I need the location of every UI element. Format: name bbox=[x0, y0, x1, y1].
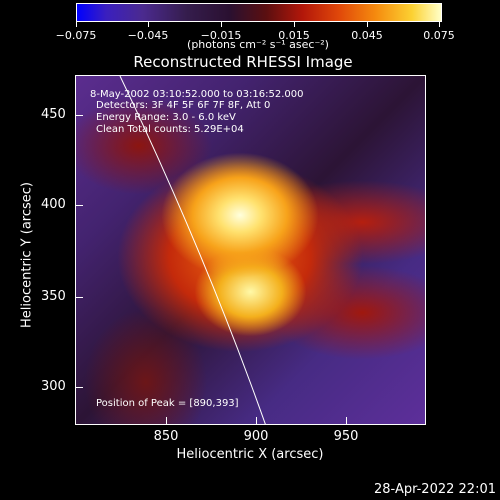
colorbar-label: 0.045 bbox=[351, 29, 383, 42]
y-tick-label: 400 bbox=[41, 197, 66, 212]
colorbar-tick bbox=[221, 21, 222, 27]
colorbar-label: −0.045 bbox=[127, 29, 169, 42]
colorbar-label: 0.015 bbox=[278, 29, 310, 42]
y-tick bbox=[75, 297, 83, 298]
y-tick-label: 450 bbox=[41, 107, 66, 122]
timestamp: 28-Apr-2022 22:01 bbox=[374, 482, 496, 497]
y-tick-label: 350 bbox=[41, 289, 66, 304]
colorbar-label: −0.075 bbox=[55, 29, 97, 42]
colorbar-label: 0.075 bbox=[423, 29, 455, 42]
x-tick-label: 900 bbox=[243, 429, 269, 444]
rhessi-image: 8-May-2002 03:10:52.000 to 03:16:52.000 … bbox=[75, 75, 426, 425]
info-time-range: 8-May-2002 03:10:52.000 to 03:16:52.000 bbox=[90, 89, 304, 100]
colorbar-tick bbox=[294, 21, 295, 27]
colorbar-label: −0.015 bbox=[200, 29, 242, 42]
x-tick bbox=[256, 417, 257, 425]
colorbar-tick bbox=[439, 21, 440, 27]
y-axis-title: Heliocentric Y (arcsec) bbox=[19, 182, 35, 328]
image-title: Reconstructed RHESSI Image bbox=[133, 53, 353, 71]
y-tick bbox=[75, 387, 83, 388]
info-energy-range: Energy Range: 3.0 - 6.0 keV bbox=[96, 112, 236, 123]
x-axis-title: Heliocentric X (arcsec) bbox=[176, 447, 324, 462]
y-tick-label: 300 bbox=[41, 379, 66, 394]
x-tick bbox=[166, 417, 167, 425]
colorbar-tick bbox=[148, 21, 149, 27]
colorbar-tick bbox=[367, 21, 368, 27]
colorbar-tick bbox=[76, 21, 77, 27]
y-tick bbox=[75, 205, 83, 206]
x-tick-label: 850 bbox=[153, 429, 179, 444]
info-clean-counts: Clean Total counts: 5.29E+04 bbox=[96, 124, 244, 135]
colorbar-units: (photons cm⁻² s⁻¹ asec⁻²) bbox=[187, 38, 329, 51]
x-tick-label: 950 bbox=[333, 429, 359, 444]
peak-position: Position of Peak = [890,393] bbox=[96, 398, 239, 409]
colorbar bbox=[76, 3, 442, 22]
x-tick bbox=[346, 417, 347, 425]
solar-limb-curve bbox=[119, 76, 266, 424]
colorbar-ticks: −0.075 −0.045 −0.015 0.015 0.045 0.075 bbox=[56, 3, 455, 43]
y-tick bbox=[75, 115, 83, 116]
info-detectors: Detectors: 3F 4F 5F 6F 7F 8F, Att 0 bbox=[96, 100, 271, 111]
